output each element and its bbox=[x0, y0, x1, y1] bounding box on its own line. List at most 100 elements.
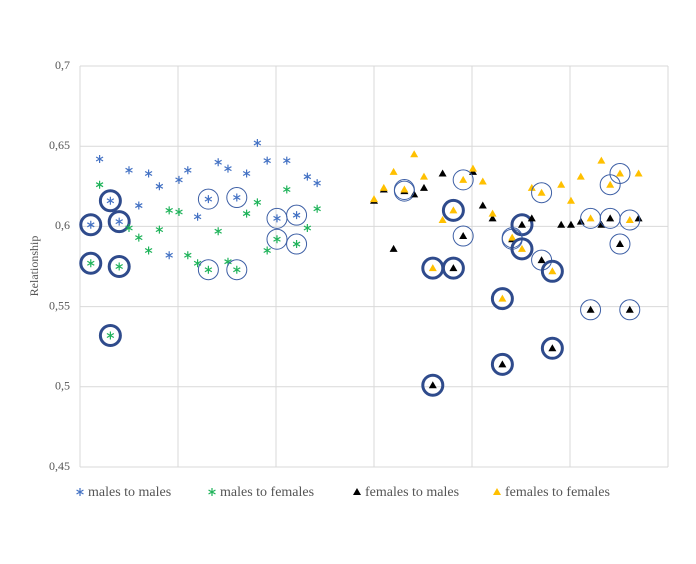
point bbox=[537, 256, 546, 264]
point bbox=[428, 381, 437, 389]
point bbox=[517, 220, 526, 228]
point bbox=[184, 166, 192, 175]
point bbox=[253, 138, 262, 147]
point bbox=[155, 225, 164, 234]
point bbox=[586, 305, 595, 313]
highlight-circle bbox=[286, 204, 308, 226]
point bbox=[214, 158, 222, 167]
highlight-circle bbox=[540, 259, 564, 283]
point bbox=[548, 344, 557, 352]
point bbox=[87, 220, 95, 229]
point bbox=[389, 167, 398, 175]
highlight-circle bbox=[98, 189, 122, 213]
point bbox=[115, 217, 123, 226]
point bbox=[379, 183, 388, 191]
y-tick-label: 0,6 bbox=[55, 218, 70, 232]
highlight-circle bbox=[393, 179, 415, 201]
point bbox=[459, 175, 468, 183]
point bbox=[389, 244, 398, 252]
point bbox=[125, 224, 133, 233]
point bbox=[566, 196, 575, 204]
highlight-circle bbox=[540, 336, 564, 360]
point bbox=[303, 172, 312, 181]
point bbox=[438, 169, 447, 177]
point bbox=[557, 180, 566, 188]
legend-label: females to males bbox=[365, 485, 459, 500]
point bbox=[548, 267, 557, 275]
point bbox=[615, 169, 624, 177]
highlight-circle bbox=[452, 169, 474, 191]
highlight-circle bbox=[490, 352, 514, 376]
point bbox=[175, 207, 183, 216]
point bbox=[634, 169, 643, 177]
point bbox=[459, 232, 468, 240]
point bbox=[400, 185, 409, 193]
highlight-circle bbox=[619, 209, 641, 231]
highlight-circle bbox=[441, 198, 465, 222]
point bbox=[410, 150, 419, 158]
highlight-circle bbox=[286, 233, 308, 255]
point bbox=[214, 227, 222, 236]
point bbox=[106, 196, 115, 205]
point bbox=[313, 179, 321, 188]
point bbox=[125, 166, 133, 175]
point bbox=[283, 156, 291, 165]
highlight-circle bbox=[580, 299, 602, 321]
point bbox=[449, 206, 458, 214]
point bbox=[313, 204, 321, 213]
point bbox=[175, 175, 183, 184]
point bbox=[292, 240, 301, 249]
point bbox=[625, 305, 634, 313]
point bbox=[135, 201, 143, 210]
highlight-circle bbox=[609, 162, 631, 184]
point bbox=[586, 214, 595, 222]
highlight-circle bbox=[197, 188, 219, 210]
point bbox=[155, 182, 164, 191]
legend-marker bbox=[208, 488, 216, 496]
point bbox=[144, 169, 153, 178]
y-axis-label: Relationship bbox=[27, 236, 41, 297]
legend-marker bbox=[353, 488, 361, 495]
point bbox=[478, 177, 487, 185]
y-tick-label: 0,55 bbox=[49, 298, 70, 312]
highlight-circle bbox=[79, 213, 103, 237]
highlight-circle bbox=[107, 210, 131, 234]
point bbox=[303, 224, 312, 233]
highlight-circle bbox=[421, 373, 445, 397]
point bbox=[193, 212, 202, 221]
y-tick-label: 0,65 bbox=[49, 138, 70, 152]
legend-marker bbox=[76, 488, 84, 496]
point bbox=[527, 183, 536, 191]
point bbox=[634, 214, 643, 222]
point bbox=[193, 259, 202, 268]
legend-marker bbox=[493, 488, 501, 495]
highlight-circle bbox=[490, 287, 514, 311]
highlight-circle bbox=[609, 233, 631, 255]
point bbox=[165, 251, 173, 260]
point bbox=[242, 209, 251, 218]
point bbox=[517, 244, 526, 252]
point bbox=[87, 259, 95, 268]
highlight-circle bbox=[531, 182, 553, 204]
y-tick-label: 0,5 bbox=[55, 379, 70, 393]
point bbox=[488, 214, 497, 222]
legend-label: males to males bbox=[88, 485, 171, 500]
legend-label: females to females bbox=[505, 485, 610, 500]
point bbox=[273, 235, 281, 244]
point bbox=[224, 164, 232, 173]
point bbox=[576, 172, 585, 180]
point bbox=[165, 206, 173, 215]
highlight-circle bbox=[107, 255, 131, 278]
point bbox=[233, 265, 241, 274]
point bbox=[115, 262, 123, 271]
point bbox=[478, 201, 487, 209]
point bbox=[263, 156, 271, 165]
highlight-circle bbox=[619, 299, 641, 321]
point bbox=[615, 240, 624, 248]
point bbox=[428, 264, 437, 272]
point bbox=[566, 220, 575, 228]
highlight-circle bbox=[79, 251, 103, 275]
point bbox=[135, 233, 143, 242]
point bbox=[204, 265, 213, 274]
